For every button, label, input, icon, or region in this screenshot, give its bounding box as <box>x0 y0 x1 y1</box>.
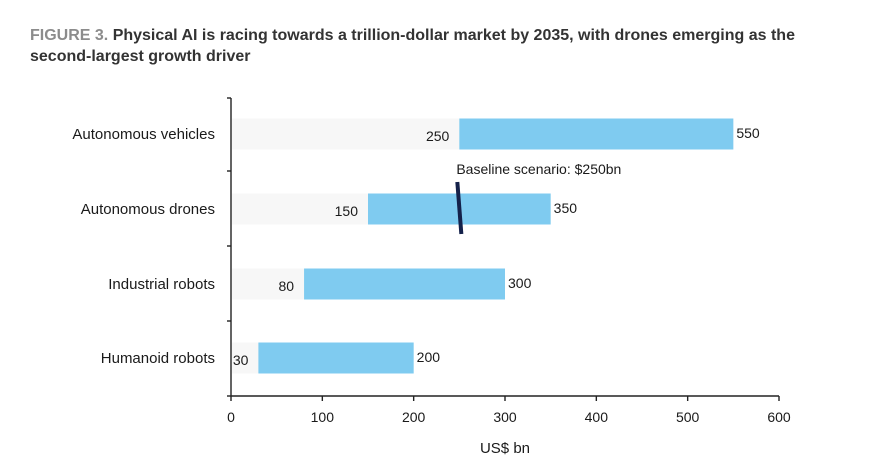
baseline-annotation: Baseline scenario: $250bn <box>455 161 621 235</box>
figure-label: FIGURE 3. <box>30 27 109 44</box>
bar-tracks <box>232 118 734 374</box>
x-tick-label-0: 0 <box>227 409 235 425</box>
x-axis-title: US$ bn <box>480 440 530 457</box>
figure-title-text: Physical AI is racing towards a trillion… <box>30 27 795 65</box>
x-tick-label-200: 200 <box>402 409 426 425</box>
x-tick-label-100: 100 <box>311 409 335 425</box>
low-label-humanoid-robots: 30 <box>233 352 249 368</box>
baseline-annotation-text: Baseline scenario: $250bn <box>456 161 621 177</box>
range-bar-humanoid-robots <box>258 342 414 374</box>
low-label-industrial-robots: 80 <box>278 278 294 294</box>
chart-axes: 0 100 200 300 400 500 600 US$ bn <box>227 97 791 457</box>
high-label-autonomous-vehicles: 550 <box>736 125 760 141</box>
high-label-autonomous-drones: 350 <box>554 200 578 216</box>
chart-labels: Autonomous vehicles 250 550 Autonomous dron… <box>72 125 759 368</box>
high-label-industrial-robots: 300 <box>508 275 532 291</box>
range-bar-industrial-robots <box>304 268 505 300</box>
category-label-autonomous-drones: Autonomous drones <box>81 201 215 218</box>
range-bar-autonomous-vehicles <box>459 118 734 150</box>
figure-title: FIGURE 3. Physical AI is racing towards … <box>30 25 850 67</box>
low-label-autonomous-vehicles: 250 <box>426 128 450 144</box>
category-label-industrial-robots: Industrial robots <box>108 276 215 293</box>
range-bars <box>258 118 734 374</box>
x-tick-label-600: 600 <box>767 409 791 425</box>
high-label-humanoid-robots: 200 <box>417 349 441 365</box>
category-label-autonomous-vehicles: Autonomous vehicles <box>72 126 215 143</box>
low-label-autonomous-drones: 150 <box>335 203 359 219</box>
baseline-marker <box>455 181 464 235</box>
x-tick-label-300: 300 <box>493 409 517 425</box>
x-tick-label-400: 400 <box>585 409 609 425</box>
x-tick-label-500: 500 <box>676 409 700 425</box>
category-label-humanoid-robots: Humanoid robots <box>101 350 215 367</box>
